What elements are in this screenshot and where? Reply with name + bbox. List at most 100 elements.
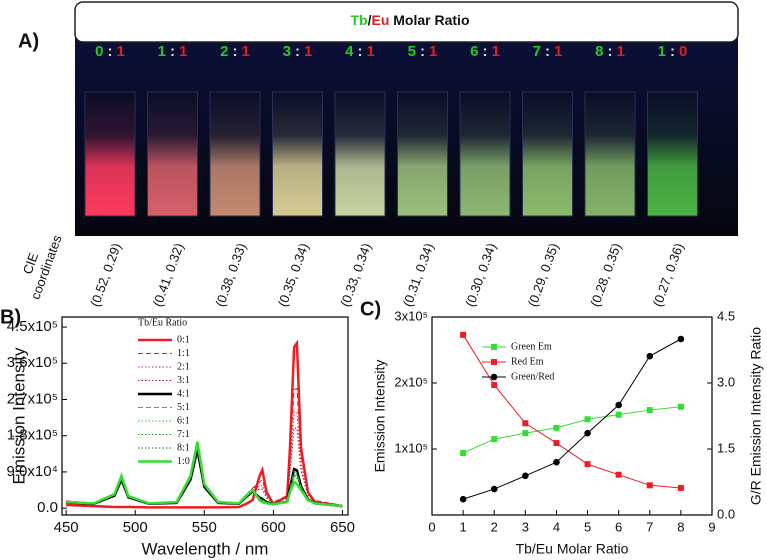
marker (553, 440, 560, 447)
cie-coordinate: (0.28, 0.35) (587, 241, 624, 309)
vial-shade (272, 91, 323, 217)
y-tick-label: 3.6x10⁵ (7, 354, 58, 371)
chart: C) 0 1 2 3 4 5 6 7 8 9 1x10⁵ 2x10⁵ 3x10⁵ 0.0 1.5 3.0 4.5 T… (360, 298, 764, 556)
y-tick-label: 4.5x10⁵ (7, 318, 58, 335)
y-axis-title: Emission Intensity (372, 360, 388, 473)
legend-marker (491, 359, 497, 365)
series-line (66, 339, 343, 509)
vial-shade (459, 91, 511, 217)
plot-frame (61, 316, 349, 516)
ratio-sep: : (295, 43, 300, 60)
marker (646, 482, 653, 489)
x-tick-label: 6 (615, 519, 622, 534)
marker (615, 401, 622, 409)
photo-panel: A) Tb/Eu Molar Ratio CIE coordinates 0:1… (13, 1, 739, 309)
cie-coordinate: (0.41, 0.32) (150, 241, 187, 309)
y2-tick-label: 4.5 (717, 308, 735, 323)
marker (522, 430, 529, 437)
x-tick-label: 650 (330, 519, 355, 536)
y2-tick-label: 3.0 (717, 374, 735, 389)
marker (646, 352, 654, 360)
ratio-eu: 1 (554, 43, 562, 60)
cie-label-line: CIE (20, 251, 42, 277)
ratio-sep: : (608, 43, 613, 60)
ratio-sep: : (170, 43, 175, 60)
ratio-tb: 7 (533, 43, 541, 60)
cie-label: CIE coordinates (13, 227, 65, 301)
x-tick-label: 8 (677, 519, 684, 534)
legend-label: 4:1 (177, 388, 190, 399)
ratio-tb: 2 (220, 43, 228, 60)
cie-coordinate: (0.29, 0.35) (525, 241, 562, 309)
marker (522, 420, 529, 427)
legend-label: 1:1 (177, 348, 190, 359)
ratio-tb: 8 (595, 43, 603, 60)
ratio-label: 1:0 (658, 43, 688, 60)
marker (584, 429, 591, 437)
vial-shade (647, 91, 698, 217)
ratio-tb: 3 (283, 43, 291, 60)
ratio-eu: 1 (242, 43, 250, 60)
ratio-label: 6:1 (470, 43, 500, 60)
ratio-label: 1:1 (158, 43, 188, 60)
y2-axis-title: G/R Emission Intensity Ratio (748, 327, 764, 505)
legend-title: Tb/Eu Ratio (138, 317, 187, 328)
vial-shade (334, 91, 386, 217)
vial-shade (522, 91, 573, 217)
x-tick-label: 2 (491, 519, 498, 534)
marker (677, 484, 684, 491)
title-tb: Tb (350, 12, 367, 28)
marker (677, 335, 685, 343)
x-tick-label: 4 (553, 519, 560, 534)
ratio-tb: 1 (158, 43, 166, 60)
y-tick-label: 1x10⁵ (394, 440, 428, 455)
legend-marker (490, 373, 498, 381)
ratio-label: 2:1 (220, 43, 250, 60)
ratio-tb: 6 (470, 43, 478, 60)
vial-shade (397, 91, 448, 217)
ratio-tb: 1 (658, 43, 666, 60)
ratio-tb: 5 (408, 43, 416, 60)
ratio-eu: 1 (617, 43, 625, 60)
ratio-sep: : (420, 43, 425, 60)
vial-shade (84, 91, 136, 217)
x-tick-label: 9 (708, 519, 715, 534)
ratio-eu: 1 (367, 43, 375, 60)
cie-coordinate: (0.27, 0.36) (650, 241, 687, 309)
y-tick-label: 3x10⁵ (394, 308, 428, 323)
x-tick-label: 500 (123, 519, 148, 536)
ratio-label: 0:1 (95, 43, 125, 60)
y-axis-title: Emission Intensity (9, 347, 28, 484)
x-tick-label: 450 (54, 519, 79, 536)
y-tick-label: 2x10⁵ (394, 374, 428, 389)
marker (460, 331, 467, 338)
legend-label: Red Em (511, 356, 544, 367)
cie-coordinate: (0.30, 0.34) (462, 241, 499, 309)
series-line (462, 406, 681, 454)
marker (460, 449, 467, 456)
marker (615, 471, 622, 478)
cie-coordinate: (0.52, 0.29) (87, 241, 124, 309)
x-axis-title: Wavelength / nm (142, 539, 269, 558)
x-tick-label: 7 (646, 519, 653, 534)
ratio-sep: : (545, 43, 550, 60)
vial-shade (584, 91, 636, 217)
ratio-label: 7:1 (533, 43, 563, 60)
ratio-sep: : (108, 43, 113, 60)
title-slash: / (368, 12, 372, 28)
x-axis-title: Tb/Eu Molar Ratio (516, 541, 629, 557)
x-tick-label: 0 (428, 519, 435, 534)
legend-label: 7:1 (177, 429, 190, 440)
series-line (66, 441, 343, 508)
header-title: Tb/Eu Molar Ratio (350, 12, 469, 28)
y2-tick-label: 0.0 (717, 506, 735, 521)
legend-label: 0:1 (177, 334, 190, 345)
legend-label: Green/Red (511, 371, 554, 382)
y2-tick-label: 1.5 (717, 440, 735, 455)
panel-label: B) (0, 306, 21, 328)
ratio-eu: 0 (679, 43, 687, 60)
ratio-tb: 0 (95, 43, 103, 60)
header-box (74, 1, 739, 43)
x-tick-label: 3 (522, 519, 529, 534)
